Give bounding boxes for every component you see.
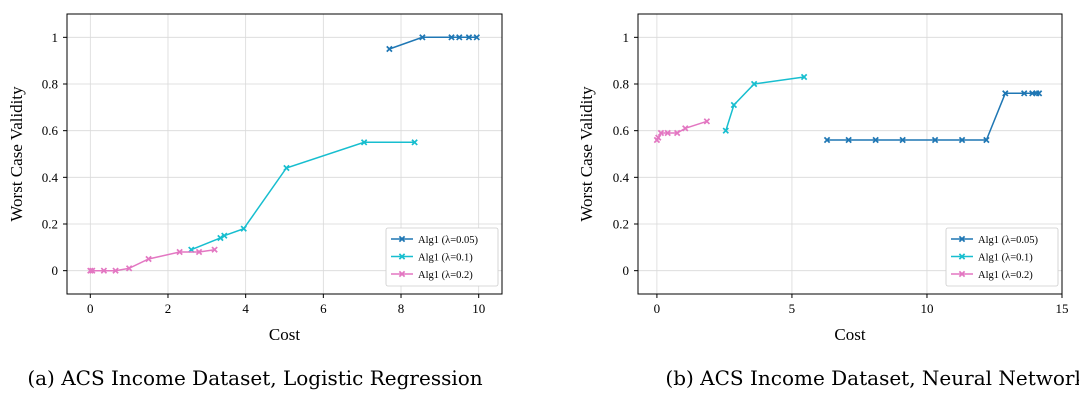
data-point	[217, 234, 224, 242]
data-point	[931, 136, 939, 144]
data-point	[221, 232, 228, 239]
legend-label: Alg1 (λ=0.2)	[418, 270, 473, 281]
legend-label: Alg1 (λ=0.05)	[418, 235, 479, 246]
plot-frame	[637, 13, 1063, 295]
data-point	[89, 267, 96, 274]
y-tick-label: 0.4	[613, 170, 630, 185]
legend-marker	[958, 270, 966, 278]
plot-frame	[66, 13, 503, 295]
x-tick-label: 6	[320, 301, 327, 316]
legend-marker	[958, 253, 966, 260]
data-point	[112, 267, 119, 274]
data-point	[419, 34, 426, 41]
y-tick-label: 0.2	[613, 217, 629, 232]
legend-label: Alg1 (λ=0.1)	[978, 252, 1033, 263]
data-point	[673, 129, 681, 137]
y-tick-label: 0.4	[42, 170, 59, 185]
data-point	[283, 164, 290, 172]
data-point	[872, 136, 879, 144]
figure-caption: (a) ACS Income Dataset, Logistic Regress…	[27, 366, 482, 390]
data-point	[664, 129, 671, 137]
data-point	[125, 265, 133, 272]
data-point	[1020, 90, 1028, 97]
y-tick-label: 0.2	[42, 217, 58, 232]
y-tick-label: 0.6	[42, 123, 59, 138]
y-tick-label: 0.8	[42, 77, 58, 92]
chart-a: 0 2 4 6 8 10 0 0.2 0.4 0.6 0.8 1 Cost Worst Case Vali…	[7, 13, 503, 390]
data-point	[655, 134, 662, 141]
x-tick-label: 10	[472, 301, 485, 316]
x-tick-label: 0	[87, 301, 94, 316]
series-line	[191, 141, 415, 251]
data-point	[448, 34, 455, 41]
data-point	[465, 34, 473, 41]
y-axis-label: Worst Case Validity	[7, 86, 26, 222]
data-point	[386, 45, 393, 53]
legend-marker	[958, 235, 966, 243]
y-tick-label: 0	[52, 263, 59, 278]
legend: Alg1 (λ=0.05) Alg1 (λ=0.1) Alg1 (λ=0.2)	[385, 227, 499, 287]
y-tick-label: 0.6	[613, 123, 630, 138]
data-point	[983, 136, 990, 144]
legend-marker	[398, 270, 406, 278]
data-point	[211, 246, 218, 253]
series-line	[389, 36, 477, 50]
data-point	[456, 34, 463, 41]
data-point	[145, 255, 152, 263]
x-tick-label: 10	[920, 301, 933, 316]
data-point	[800, 73, 808, 81]
x-axis-label: Cost	[269, 325, 300, 344]
data-point	[1002, 90, 1009, 97]
y-tick-label: 1	[52, 30, 59, 45]
data-point	[682, 125, 689, 132]
data-point	[87, 267, 94, 274]
legend-box	[945, 227, 1059, 287]
y-tick-label: 0.8	[613, 77, 629, 92]
y-tick-label: 0	[623, 263, 630, 278]
data-point	[240, 225, 247, 232]
x-tick-label: 0	[654, 301, 661, 316]
data-point	[703, 118, 711, 125]
x-tick-label: 2	[165, 301, 172, 316]
x-tick-label: 4	[242, 301, 249, 316]
series-line	[827, 92, 1039, 141]
data-point	[195, 248, 203, 256]
data-point	[845, 136, 852, 144]
chart-b: 0 5 10 15 0 0.2 0.4 0.6 0.8 1 Cost Worst Case Valid…	[577, 13, 1079, 390]
x-tick-label: 8	[398, 301, 405, 316]
data-point	[473, 34, 480, 41]
data-point	[657, 129, 665, 137]
legend: Alg1 (λ=0.05) Alg1 (λ=0.1) Alg1 (λ=0.2)	[945, 227, 1059, 287]
legend-label: Alg1 (λ=0.1)	[418, 252, 473, 263]
y-tick-label: 1	[623, 30, 630, 45]
data-point	[722, 127, 729, 134]
data-point	[100, 267, 108, 274]
data-point	[411, 139, 418, 146]
legend-label: Alg1 (λ=0.05)	[978, 235, 1039, 246]
x-tick-label: 15	[1056, 301, 1069, 316]
data-point	[1035, 90, 1043, 97]
data-point	[899, 136, 906, 144]
data-point	[360, 139, 368, 146]
legend-box	[385, 227, 499, 287]
legend-marker	[398, 235, 406, 243]
legend-label: Alg1 (λ=0.2)	[978, 270, 1033, 281]
x-axis-label: Cost	[834, 325, 865, 344]
data-point	[958, 136, 966, 144]
data-point	[730, 101, 738, 109]
series-line	[90, 248, 215, 272]
legend-marker	[398, 253, 406, 260]
data-point	[823, 136, 831, 144]
data-point	[176, 248, 183, 256]
data-point	[750, 80, 758, 88]
x-tick-label: 5	[789, 301, 796, 316]
figure-caption: (b) ACS Income Dataset, Neural Network	[665, 366, 1079, 390]
series-line	[725, 76, 805, 131]
y-axis-label: Worst Case Validity	[577, 86, 596, 222]
